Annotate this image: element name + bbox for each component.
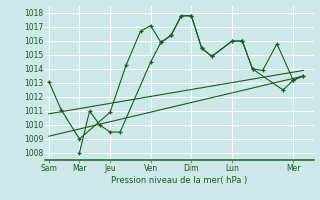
X-axis label: Pression niveau de la mer( hPa ): Pression niveau de la mer( hPa ) [111,176,247,185]
